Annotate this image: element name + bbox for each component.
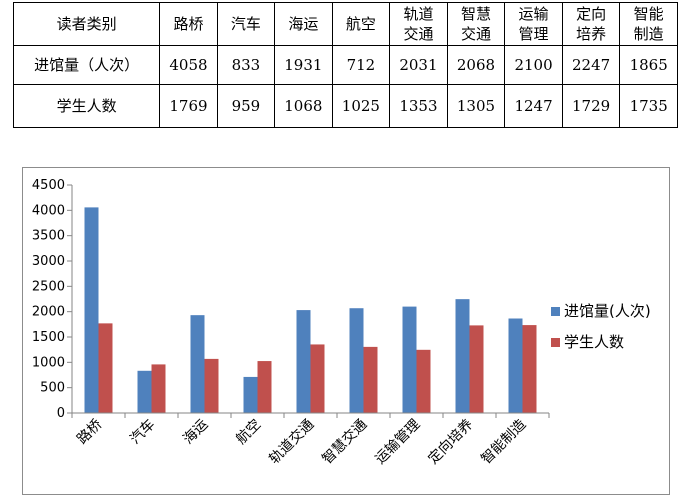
bar-series-1 (455, 299, 470, 413)
table-cell: 2100 (504, 45, 563, 85)
bar-series-2 (257, 361, 272, 413)
table-column-header: 智能 制造 (619, 2, 678, 46)
bar-series-2 (522, 325, 537, 413)
bar-series-1 (137, 370, 152, 413)
table-cell: 4058 (159, 45, 218, 85)
table-cell: 1729 (561, 84, 621, 128)
table-column-header: 定向 培养 (561, 2, 621, 46)
table-cell: 712 (331, 45, 391, 85)
bar-series-1 (402, 306, 417, 413)
legend-swatch (551, 338, 560, 347)
table-row-label: 进馆量（人次） (12, 45, 161, 85)
bar-series-1 (296, 310, 311, 413)
bar-series-2 (363, 346, 378, 413)
table-column-header: 智慧 交通 (446, 2, 506, 46)
bar-chart: 0 500 1000 1500 2000 2500 3000 3500 4000 4500 路桥 汽车… (32, 178, 651, 468)
x-tick-label: 海运 (180, 417, 211, 448)
y-tick-label: 500 (40, 381, 65, 396)
bar-series-1 (349, 308, 364, 413)
table-column-header: 航空 (331, 2, 391, 46)
table-cell: 2247 (561, 45, 621, 85)
bar-series-2 (310, 344, 325, 413)
bar-series-1 (243, 376, 258, 413)
bar-series-2 (469, 325, 484, 413)
table-cell: 1353 (389, 84, 448, 128)
table-cell: 1247 (504, 84, 563, 128)
table-cell: 959 (216, 84, 276, 128)
table-cell: 1735 (619, 84, 678, 128)
bar-series-2 (151, 364, 166, 413)
table-cell: 1865 (619, 45, 678, 85)
y-tick-label: 3000 (32, 254, 65, 269)
table-column-header: 运输 管理 (504, 2, 563, 46)
x-tick-label: 智慧交通 (319, 416, 371, 468)
bar-series-1 (84, 207, 99, 413)
x-tick-label: 航空 (233, 417, 264, 448)
legend-label: 学生人数 (564, 333, 624, 351)
table-row: 学生人数 1769 959 1068 1025 1353 1305 1247 1729 1735 (12, 84, 678, 128)
y-tick-label: 4500 (32, 178, 65, 193)
table-cell: 1305 (446, 84, 506, 128)
x-tick-label: 智能制造 (478, 417, 529, 468)
table-header-row: 读者类别 路桥 汽车 海运 航空 轨道 交通 智慧 交通 运输 管理 定向 培养 智能 制造 (12, 2, 678, 46)
table-cell: 1931 (274, 45, 333, 85)
table-row: 进馆量（人次） 4058 833 1931 712 2031 2068 2100 2247 186… (12, 45, 678, 85)
table-cell: 1068 (274, 84, 333, 128)
y-tick-label: 1500 (32, 330, 65, 345)
x-tick-label: 路桥 (74, 417, 105, 448)
x-tick-label: 轨道交通 (266, 416, 318, 468)
table-column-header: 轨道 交通 (389, 2, 448, 46)
table-cell: 2031 (389, 45, 448, 85)
bar-series-2 (98, 323, 113, 413)
table-column-header: 海运 (274, 2, 333, 46)
x-tick-label: 运输管理 (372, 417, 423, 468)
legend-swatch (551, 307, 560, 316)
table-cell: 2068 (446, 45, 506, 85)
x-tick-label: 定向培养 (425, 417, 476, 468)
bar-series-1 (508, 318, 523, 413)
table-header-label: 读者类别 (12, 2, 161, 46)
bar-series-2 (416, 349, 431, 413)
x-tick-label: 汽车 (127, 416, 159, 448)
table-cell: 1769 (159, 84, 218, 128)
table-row-label: 学生人数 (12, 84, 161, 128)
data-table: 读者类别 路桥 汽车 海运 航空 轨道 交通 智慧 交通 运输 管理 定向 培养 智能 制造 进馆量（人次） 4… (12, 2, 678, 128)
legend-label: 进馆量(人次) (564, 302, 651, 320)
y-tick-label: 0 (57, 406, 65, 421)
table-column-header: 汽车 (216, 2, 276, 46)
y-tick-label: 4000 (32, 203, 65, 218)
table-cell: 1025 (331, 84, 391, 128)
y-tick-label: 2000 (32, 305, 65, 320)
table-column-header: 路桥 (159, 2, 218, 46)
bar-series-2 (204, 358, 219, 413)
y-tick-label: 1000 (32, 355, 65, 370)
y-tick-label: 2500 (32, 279, 65, 294)
table-cell: 833 (216, 45, 276, 85)
bar-series-1 (190, 315, 205, 413)
chart-frame: 0 500 1000 1500 2000 2500 3000 3500 4000 4500 路桥 汽车… (22, 167, 670, 495)
y-tick-label: 3500 (32, 229, 65, 244)
